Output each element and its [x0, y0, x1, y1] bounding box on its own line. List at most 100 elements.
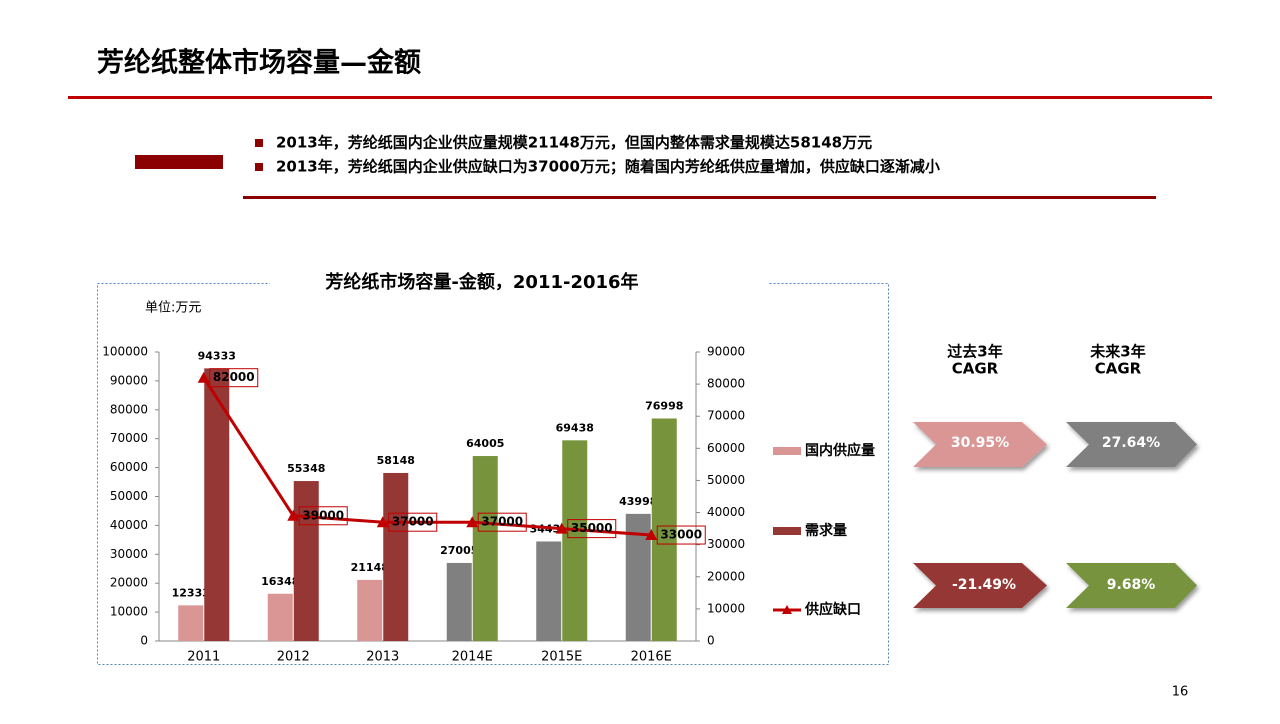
y-tick-label: 90000 — [110, 373, 148, 387]
cagr-header: CAGR — [1095, 360, 1142, 378]
cagr-header: 未来3年 — [1089, 343, 1145, 361]
y2-tick-label: 80000 — [707, 377, 745, 391]
accent-bar — [135, 155, 223, 169]
y2-tick-label: 50000 — [707, 473, 745, 487]
marker — [376, 516, 389, 528]
y2-tick-label: 20000 — [707, 569, 745, 583]
legend-label: 需求量 — [805, 522, 847, 539]
data-label: 12333 — [172, 586, 210, 599]
chart-title: 芳纶纸市场容量-金额，2011-2016年 — [325, 271, 638, 293]
bullet-marker — [255, 139, 263, 147]
data-label: 39000 — [302, 508, 344, 522]
marker — [466, 516, 479, 528]
bar — [446, 562, 472, 641]
data-label: 37000 — [392, 515, 434, 529]
marker — [197, 371, 210, 383]
bar — [357, 579, 383, 641]
data-label: 16348 — [261, 575, 299, 588]
bar — [293, 481, 319, 641]
label-box — [477, 512, 527, 532]
data-label: 55348 — [287, 462, 325, 475]
data-label: 58148 — [377, 454, 415, 467]
y-tick-label: 70000 — [110, 431, 148, 445]
page-number: 16 — [1172, 685, 1189, 700]
bullet: 2013年，芳纶纸国内企业供应量规模21148万元，但国内整体需求量规模达581… — [276, 134, 872, 152]
chart-frame — [97, 283, 889, 665]
y-tick-label: 50000 — [110, 489, 148, 503]
data-label: 82000 — [213, 370, 255, 384]
data-label: 27005 — [440, 544, 478, 557]
y2-tick-label: 40000 — [707, 505, 745, 519]
bar — [383, 472, 409, 641]
cagr-value: 30.95% — [951, 435, 1009, 451]
legend-marker — [782, 605, 792, 614]
title-rule — [68, 96, 1212, 99]
x-tick-label: 2015E — [541, 650, 582, 665]
label-box — [298, 506, 348, 526]
cagr-value: -21.49% — [952, 577, 1016, 593]
cagr-arrow — [1066, 563, 1197, 608]
bar — [267, 593, 293, 641]
bar — [178, 605, 204, 641]
y-tick-label: 100000 — [102, 345, 148, 359]
x-tick-label: 2011 — [187, 650, 220, 665]
data-label: 37000 — [481, 515, 523, 529]
cagr-value: 9.68% — [1107, 577, 1156, 593]
x-tick-label: 2012 — [277, 650, 310, 665]
x-tick-label: 2016E — [631, 650, 672, 665]
title-backdrop — [270, 276, 768, 290]
y-tick-label: 0 — [140, 634, 148, 648]
data-label: 35000 — [571, 521, 613, 535]
label-box — [567, 519, 617, 539]
data-label: 69438 — [556, 421, 594, 434]
y2-tick-label: 70000 — [707, 409, 745, 423]
slide-title: 芳纶纸整体市场容量—金额 — [97, 47, 421, 79]
bar — [536, 541, 562, 641]
label-box — [388, 512, 438, 532]
y-tick-label: 80000 — [110, 402, 148, 416]
legend-swatch — [773, 527, 801, 535]
legend-label: 供应缺口 — [804, 601, 861, 618]
bullet: 2013年，芳纶纸国内企业供应缺口为37000万元；随着国内芳纶纸供应量增加，供… — [276, 158, 940, 176]
y-tick-label: 10000 — [110, 605, 148, 619]
y-tick-label: 40000 — [110, 518, 148, 532]
bar — [651, 418, 677, 641]
cagr-value: 27.64% — [1102, 435, 1160, 451]
bar — [562, 440, 588, 641]
y2-tick-label: 30000 — [707, 537, 745, 551]
line — [202, 376, 652, 537]
bar — [204, 368, 230, 641]
marker — [555, 522, 568, 534]
y2-tick-label: 10000 — [707, 601, 745, 615]
data-label: 43998 — [619, 495, 657, 508]
label-box — [656, 525, 706, 545]
bullet-rule — [243, 196, 1156, 199]
unit-label: 单位:万元 — [145, 301, 201, 316]
marker — [287, 509, 300, 521]
y-tick-label: 30000 — [110, 547, 148, 561]
marker — [645, 529, 658, 541]
y-tick-label: 60000 — [110, 460, 148, 474]
legend-label: 国内供应量 — [805, 442, 875, 459]
legend-swatch — [773, 447, 801, 455]
y2-tick-label: 0 — [707, 634, 715, 648]
label-box — [209, 368, 259, 388]
bullet-marker — [255, 163, 263, 171]
bar — [472, 456, 498, 641]
y2-tick-label: 90000 — [707, 345, 745, 359]
cagr-arrow — [913, 422, 1047, 467]
data-label: 94333 — [198, 349, 236, 362]
cagr-arrow — [913, 563, 1047, 608]
cagr-header: CAGR — [952, 360, 999, 378]
data-label: 33000 — [660, 528, 702, 542]
y2-tick-label: 60000 — [707, 441, 745, 455]
cagr-header: 过去3年 — [947, 343, 1002, 361]
data-label: 64005 — [466, 437, 504, 450]
cagr-arrow — [1066, 422, 1197, 467]
data-label: 21148 — [351, 561, 389, 574]
data-label: 76998 — [645, 399, 683, 412]
y-tick-label: 20000 — [110, 576, 148, 590]
x-tick-label: 2013 — [366, 650, 399, 665]
